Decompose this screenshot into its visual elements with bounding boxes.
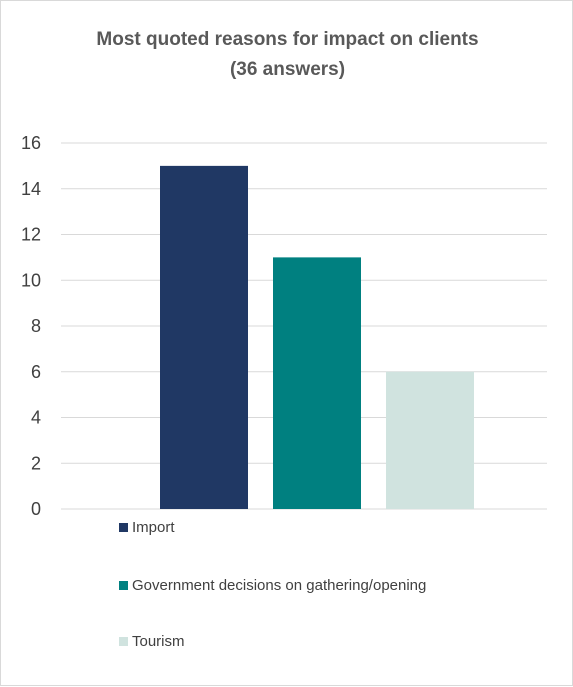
chart-subtitle: (36 answers) — [229, 59, 346, 80]
y-tick-label: 2 — [31, 453, 41, 473]
legend-item-import: Import — [119, 517, 175, 537]
y-tick-label: 10 — [21, 270, 41, 290]
legend-swatch-tourism — [119, 636, 128, 646]
legend-label-import: Import — [132, 518, 175, 536]
y-tick-label: 6 — [31, 362, 41, 382]
legend-swatch-import — [119, 522, 128, 532]
y-tick-label: 14 — [21, 179, 41, 199]
bar-tourism — [386, 371, 474, 509]
bar-import — [160, 165, 248, 509]
legend-label-tourism: Tourism — [132, 632, 185, 650]
legend-item-tourism: Tourism — [119, 631, 185, 651]
y-tick-label: 12 — [21, 225, 41, 245]
y-tick-label: 8 — [31, 316, 41, 336]
legend-swatch-government — [119, 580, 128, 590]
bar-government — [273, 257, 361, 509]
legend-item-government: Government decisions on gathering/openin… — [119, 575, 426, 595]
chart-title: Most quoted reasons for impact on client… — [96, 29, 479, 50]
y-tick-label: 16 — [21, 133, 41, 153]
y-tick-label: 0 — [31, 499, 41, 519]
y-tick-label: 4 — [31, 408, 41, 428]
legend-label-government: Government decisions on gathering/openin… — [132, 576, 427, 594]
